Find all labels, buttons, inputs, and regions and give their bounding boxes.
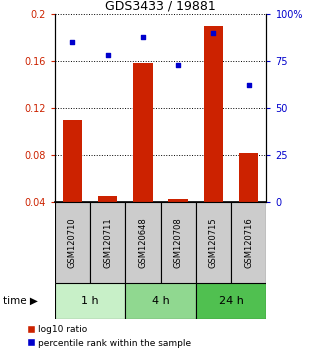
- Text: GSM120710: GSM120710: [68, 217, 77, 268]
- Text: GSM120648: GSM120648: [138, 217, 147, 268]
- Point: [70, 40, 75, 45]
- Bar: [98, 196, 117, 202]
- Text: 1 h: 1 h: [81, 296, 99, 306]
- Point: [246, 82, 251, 88]
- Title: GDS3433 / 19881: GDS3433 / 19881: [105, 0, 216, 13]
- Bar: [239, 153, 258, 202]
- Text: GSM120715: GSM120715: [209, 217, 218, 268]
- Text: GSM120716: GSM120716: [244, 217, 253, 268]
- FancyBboxPatch shape: [125, 202, 160, 283]
- Text: time ▶: time ▶: [3, 296, 38, 306]
- FancyBboxPatch shape: [90, 202, 125, 283]
- Point: [105, 53, 110, 58]
- Legend: log10 ratio, percentile rank within the sample: log10 ratio, percentile rank within the …: [27, 325, 191, 348]
- Point: [211, 30, 216, 36]
- FancyBboxPatch shape: [55, 202, 90, 283]
- Text: GSM120711: GSM120711: [103, 217, 112, 268]
- FancyBboxPatch shape: [196, 283, 266, 319]
- FancyBboxPatch shape: [125, 283, 196, 319]
- Point: [140, 34, 145, 40]
- Point: [176, 62, 181, 68]
- FancyBboxPatch shape: [196, 202, 231, 283]
- Text: 4 h: 4 h: [152, 296, 169, 306]
- FancyBboxPatch shape: [231, 202, 266, 283]
- Bar: [204, 26, 223, 202]
- Bar: [63, 120, 82, 202]
- FancyBboxPatch shape: [55, 283, 125, 319]
- Bar: [133, 63, 152, 202]
- Text: GSM120708: GSM120708: [174, 217, 183, 268]
- Bar: [169, 199, 188, 202]
- Text: 24 h: 24 h: [219, 296, 244, 306]
- FancyBboxPatch shape: [160, 202, 196, 283]
